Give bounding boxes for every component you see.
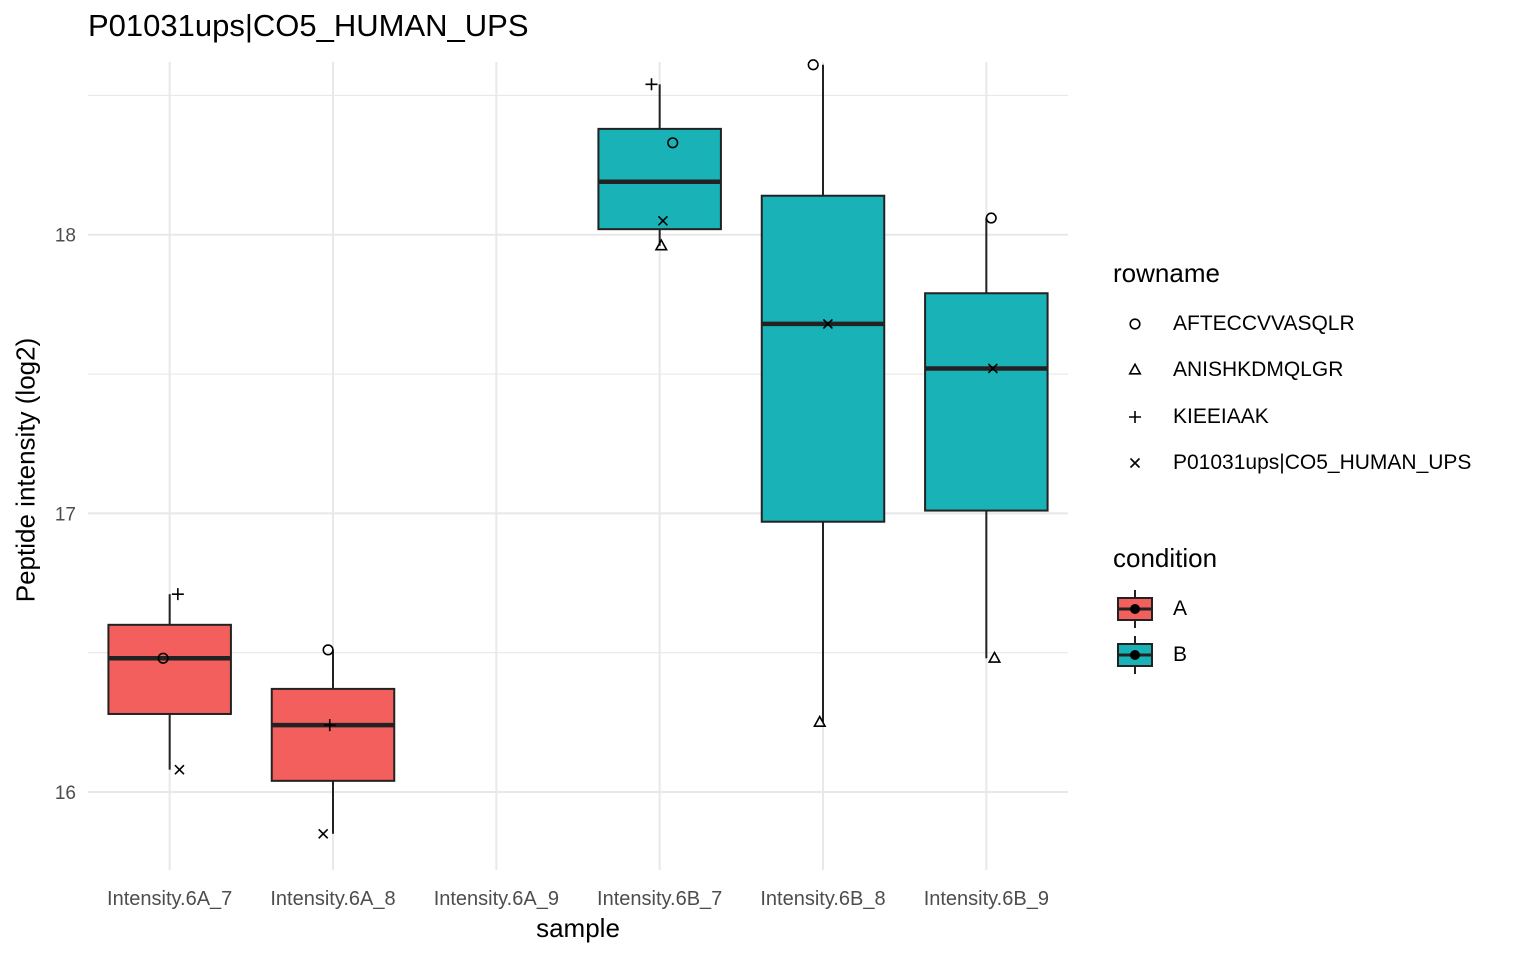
box (597, 127, 722, 231)
data-point (174, 764, 185, 775)
data-point (157, 652, 169, 664)
legend-condition-label: B (1173, 643, 1188, 666)
data-point (807, 59, 819, 71)
data-point (987, 363, 998, 374)
box (760, 194, 886, 523)
data-point (322, 644, 334, 656)
data-point (667, 137, 679, 149)
y-axis-label: Peptide intensity (log2) (10, 337, 41, 603)
data-point (987, 650, 1002, 663)
legend-condition-title: condition (1113, 543, 1218, 573)
x-tick-label: Intensity.6A_7 (107, 888, 232, 910)
data-point (657, 215, 668, 226)
box (270, 687, 396, 782)
legend-rowname-label: P01031ups|CO5_HUMAN_UPS (1173, 451, 1472, 474)
y-tick-label: 16 (55, 783, 76, 804)
data-point (323, 719, 336, 732)
x-tick-label: Intensity.6A_9 (434, 888, 559, 910)
legend-rowname-key (1128, 362, 1142, 375)
legend-rowname-label: ANISHKDMQLGR (1173, 358, 1344, 381)
data-point (645, 78, 658, 91)
legend-condition-dot (1130, 604, 1140, 614)
x-tick-label: Intensity.6B_7 (597, 888, 722, 910)
legend-rowname-label: AFTECCVVASQLR (1173, 312, 1355, 335)
legend-rowname-key (1129, 457, 1141, 469)
data-point (654, 238, 668, 251)
box (107, 623, 232, 715)
data-point (822, 318, 833, 329)
x-tick-label: Intensity.6B_8 (760, 888, 885, 910)
legend-rowname-key (1129, 411, 1141, 423)
legend-rowname-label: KIEEIAAK (1173, 405, 1269, 428)
legend-condition-dot (1130, 650, 1140, 660)
y-tick-label: 18 (55, 226, 76, 247)
legend-rowname-key (1129, 318, 1141, 330)
box (924, 292, 1049, 512)
legend-condition-label: A (1173, 597, 1188, 620)
x-axis-label: sample (536, 913, 620, 943)
chart-title: P01031ups|CO5_HUMAN_UPS (88, 8, 529, 43)
x-tick-label: Intensity.6B_9 (924, 888, 1049, 910)
legend-rowname-title: rowname (1113, 258, 1220, 288)
data-point (318, 828, 329, 839)
data-point (813, 714, 827, 727)
data-point (171, 588, 184, 601)
x-tick-label: Intensity.6A_8 (270, 888, 395, 910)
y-tick-label: 17 (55, 504, 76, 525)
data-point (985, 212, 997, 224)
